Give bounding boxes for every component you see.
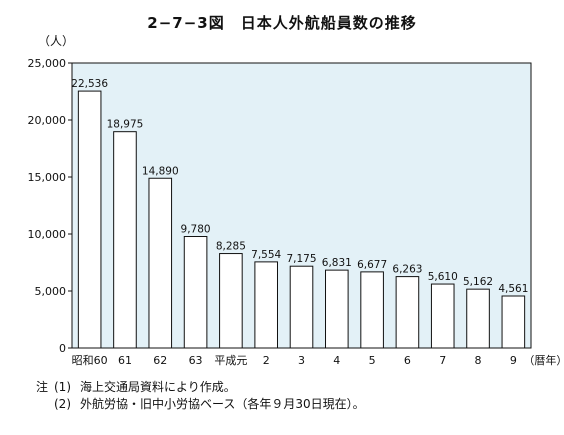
note-2: (2) 外航労協・旧中小労協ベース（各年９月30日現在）。 [36,396,365,413]
bar-4 [325,269,349,349]
note-2-number: (2) [54,397,71,411]
bar-value-label: 7,554 [251,249,281,261]
bar-value-label: 9,780 [181,224,211,236]
x-tick-label: 61 [118,354,132,367]
bar-8 [466,288,490,349]
x-tick-label: 9 [510,354,517,367]
x-tick-label: 平成元 [214,354,247,367]
note-label: 注 [36,380,49,394]
note-1: 注 (1) 海上交通局資料により作成。 [36,379,365,396]
bar-9 [501,295,526,349]
bar-2 [254,261,278,349]
bar-7 [430,283,455,349]
bar-value-label: 18,975 [107,119,144,131]
note-2-text: 外航労協・旧中小労協ベース（各年９月30日現在）。 [80,397,365,411]
bar-value-label: 14,890 [142,165,179,177]
bar-value-label: 6,263 [392,264,422,276]
chart-title: 2−7−3図 日本人外航船員数の推移 [147,14,417,32]
note-1-text: 海上交通局資料により作成。 [80,380,236,394]
y-tick-label: 10,000 [28,228,67,241]
bar-5 [360,271,384,349]
bar-value-label: 7,175 [286,253,316,265]
x-tick-label: 昭和60 [72,354,108,367]
bar-6 [395,276,420,349]
bar-63 [183,236,208,349]
y-axis-label: （人） [38,34,74,48]
x-tick-label: 6 [404,354,411,367]
x-tick-label: 2 [263,354,270,367]
x-tick-label: 3 [298,354,305,367]
y-tick-label: 15,000 [28,171,67,184]
note-1-number: (1) [54,380,71,394]
bar-value-label: 5,610 [428,271,458,283]
bar-3 [289,265,314,349]
y-tick-label: 20,000 [28,114,67,127]
x-tick-label: 63 [189,354,203,367]
y-tick-label: 5,000 [35,285,67,298]
chart-notes: 注 (1) 海上交通局資料により作成。 (2) 外航労協・旧中小労協ベース（各年９月3… [36,379,365,413]
x-axis-label: （暦年） [523,353,564,367]
bar-value-label: 22,536 [71,78,108,90]
x-tick-label: 62 [153,354,167,367]
y-tick-label: 0 [59,342,66,355]
x-tick-label: 4 [333,354,340,367]
bar-value-label: 5,162 [463,276,493,288]
ticks-layer [68,62,72,349]
bar-61 [113,131,137,349]
y-tick-label: 25,000 [28,57,67,70]
x-tick-label: 8 [475,354,482,367]
bar-value-label: 4,561 [498,283,528,295]
x-tick-label: 5 [369,354,376,367]
bar-平成元 [219,253,243,349]
labels-layer: 0 5,000 10,000 15,000 20,000 25,000 22,536 昭和60… [28,57,564,367]
bar-value-label: 8,285 [216,241,246,253]
bars-layer [77,90,526,349]
bar-value-label: 6,677 [357,259,387,271]
bar-62 [148,177,173,349]
bar-value-label: 6,831 [322,257,352,269]
bar-昭和60 [77,90,102,349]
x-tick-label: 7 [439,354,446,367]
